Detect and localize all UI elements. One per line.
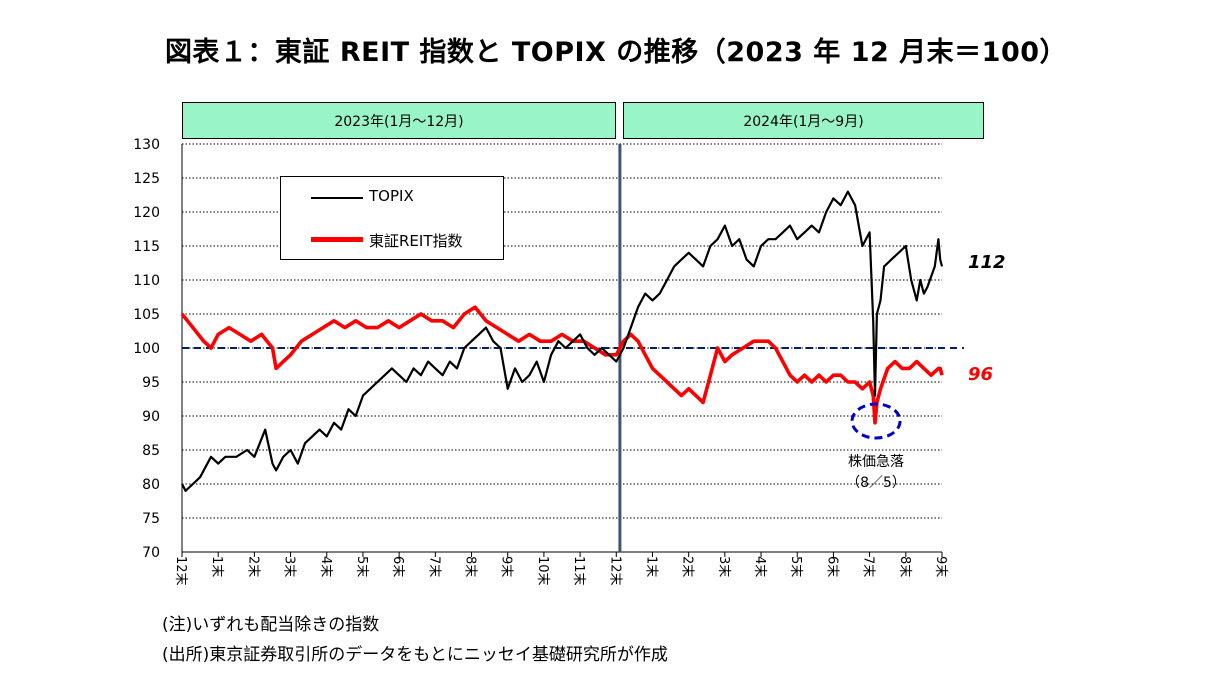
- footnote-source: (出所)東京証券取引所のデータをもとにニッセイ基礎研究所が作成: [162, 645, 668, 665]
- x-tick-label: 3末: [716, 556, 731, 577]
- x-tick-label: 7末: [426, 556, 441, 577]
- x-tick-label: 8末: [463, 556, 478, 577]
- y-tick-label: 125: [133, 171, 160, 187]
- x-tick-label: 12末: [607, 556, 622, 586]
- y-tick-label: 120: [133, 205, 160, 221]
- x-tick-label: 9末: [933, 556, 948, 577]
- legend-reit-label: 東証REIT指数: [369, 232, 463, 250]
- x-tick-label: 4末: [318, 556, 333, 577]
- legend-reit-swatch: [311, 237, 363, 242]
- x-tick-label: 11末: [571, 556, 586, 586]
- x-tick-label: 5末: [354, 556, 369, 577]
- x-tick-label: 8末: [897, 556, 912, 577]
- x-tick-label: 1末: [643, 556, 658, 577]
- x-tick-label: 10末: [535, 556, 550, 586]
- annotation-label: 株価急落: [848, 454, 904, 470]
- y-tick-label: 95: [142, 375, 160, 391]
- x-tick-label: 1末: [209, 556, 224, 577]
- period-label-2023: 2023年(1月～12月): [182, 102, 616, 139]
- chart-title: 図表１：東証 REIT 指数と TOPIX の推移（2023 年 12 月末＝1…: [164, 37, 1068, 68]
- crash-highlight-circle: [850, 402, 902, 440]
- x-tick-label: 2末: [680, 556, 695, 577]
- x-tick-label: 4末: [752, 556, 767, 577]
- reit-line: [180, 305, 944, 425]
- y-tick-label: 80: [142, 477, 160, 493]
- legend-topix-label: TOPIX: [369, 187, 414, 205]
- y-tick-label: 75: [142, 511, 160, 527]
- annotation-date: （8／5）: [846, 475, 906, 491]
- x-tick-label: 5末: [788, 556, 803, 577]
- x-tick-label: 6末: [824, 556, 839, 577]
- footnote-note: (注)いずれも配当除きの指数: [162, 615, 380, 635]
- legend-topix-swatch: [311, 197, 363, 199]
- y-tick-label: 130: [133, 137, 160, 153]
- x-tick-label: 12末: [173, 556, 188, 586]
- x-tick-label: 2末: [245, 556, 260, 577]
- topix-line: [181, 190, 944, 492]
- topix-end-label: 112: [968, 252, 1006, 273]
- x-tick-label: 6末: [390, 556, 405, 577]
- y-tick-label: 110: [133, 273, 160, 289]
- reit-end-label: 96: [968, 364, 994, 385]
- legend: TOPIX 東証REIT指数: [280, 176, 504, 260]
- x-tick-label: 7末: [861, 556, 876, 577]
- y-tick-label: 105: [133, 307, 160, 323]
- y-tick-label: 70: [142, 545, 160, 561]
- x-tick-label: 3末: [282, 556, 297, 577]
- y-tick-label: 115: [133, 239, 160, 255]
- y-tick-label: 100: [133, 341, 160, 357]
- y-tick-label: 85: [142, 443, 160, 459]
- period-label-2024: 2024年(1月～9月): [623, 102, 984, 139]
- y-tick-label: 90: [142, 409, 160, 425]
- x-tick-label: 9末: [499, 556, 514, 577]
